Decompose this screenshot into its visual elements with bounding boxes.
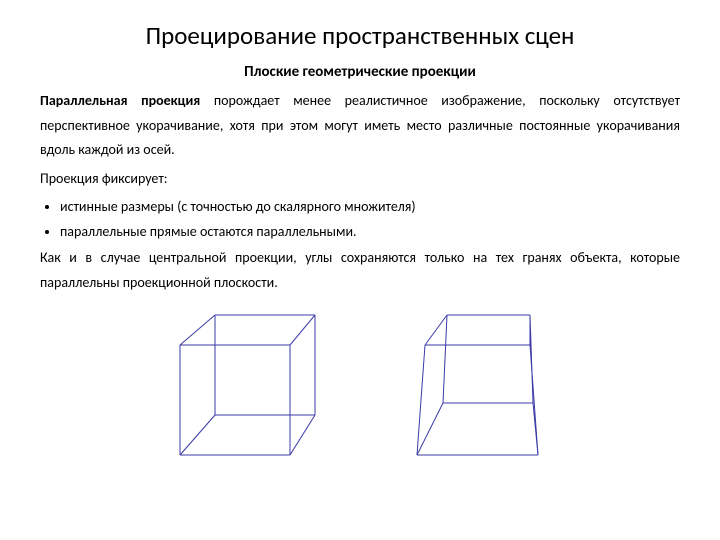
cube-parallel-diagram bbox=[160, 305, 320, 465]
bullet-list: истинные размеры (с точностью до скалярн… bbox=[60, 195, 680, 244]
paragraph-3: Как и в случае центральной проекции, угл… bbox=[40, 246, 680, 295]
paragraph-1: Параллельная проекция порождает менее ре… bbox=[40, 89, 680, 163]
para1-bold: Параллельная проекция bbox=[40, 92, 200, 109]
bullet-2: параллельные прямые остаются параллельны… bbox=[60, 220, 680, 245]
bullet-1: истинные размеры (с точностью до скалярн… bbox=[60, 195, 680, 220]
cubes-container bbox=[40, 305, 680, 465]
subtitle: Плоские геометрические проекции bbox=[40, 63, 680, 81]
cube-perspective-diagram bbox=[400, 305, 560, 465]
paragraph-2: Проекция фиксирует: bbox=[40, 167, 680, 192]
page-title: Проецирование пространственных сцен bbox=[40, 20, 680, 51]
